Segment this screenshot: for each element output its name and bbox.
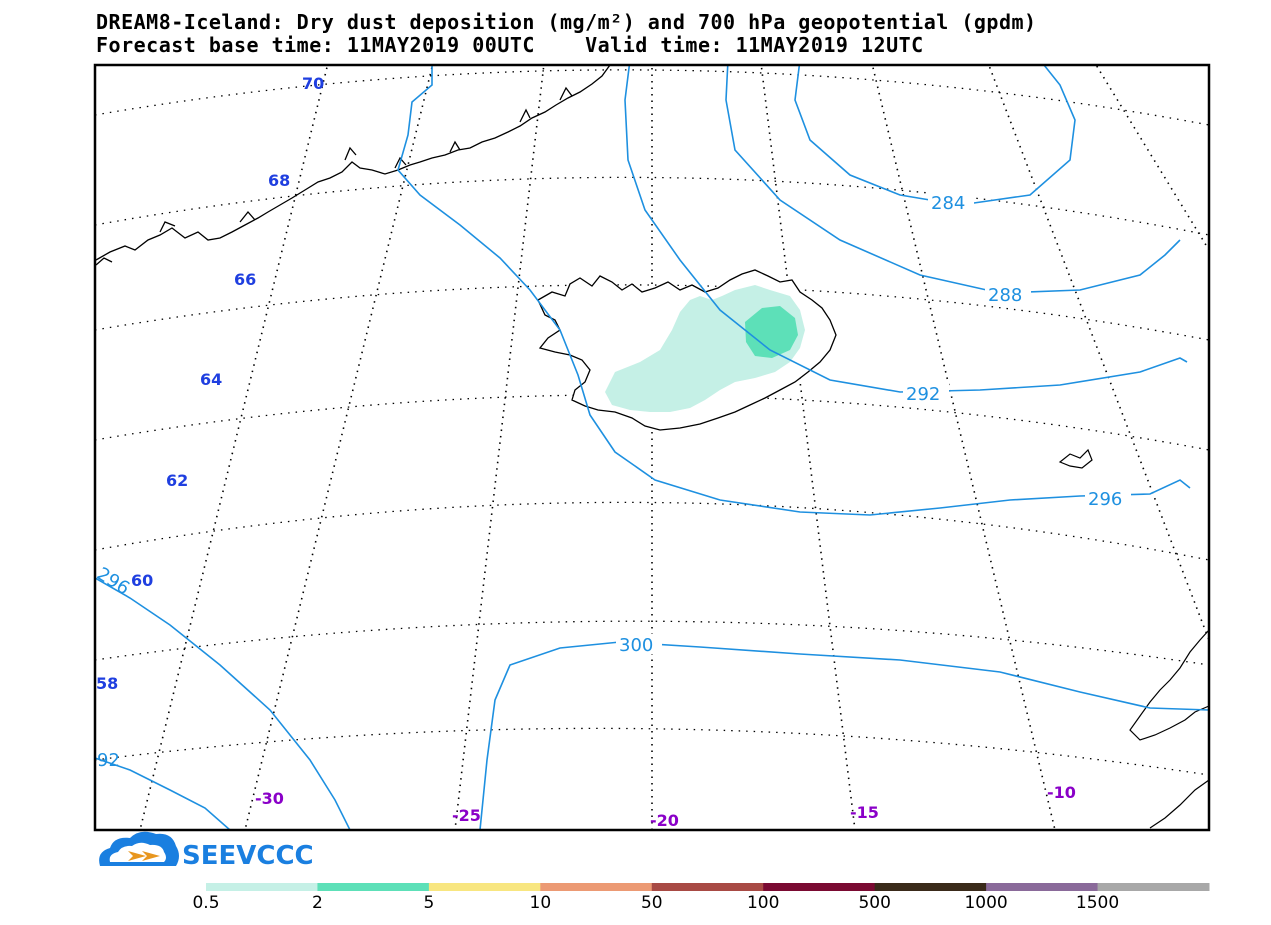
map-area: [95, 65, 1209, 830]
legend-swatch: [540, 883, 653, 891]
lon-label-minus25: -25: [452, 806, 481, 825]
longitude-labels: -30 -25 -20 -15 -10: [255, 783, 1076, 830]
legend-swatch: [317, 883, 430, 891]
lat-label-60: 60: [131, 571, 153, 590]
legend-swatch: [986, 883, 1099, 891]
longitude-gridlines: [139, 65, 1209, 830]
legend-label: 1000: [964, 893, 1007, 913]
legend-label: 50: [641, 893, 663, 913]
legend-swatch: [874, 883, 987, 891]
contour-label-296: 296: [1088, 489, 1122, 510]
map-frame: [93, 63, 1211, 832]
legend-label: 10: [530, 893, 552, 913]
lat-label-70: 70: [302, 74, 324, 93]
lat-label-66: 66: [234, 270, 256, 289]
contour-label-284: 284: [931, 193, 965, 214]
cloud-arrow-icon: [99, 831, 179, 866]
faroe-islands: [1058, 448, 1093, 469]
legend-label: 2: [312, 893, 323, 913]
legend-swatch: [1097, 883, 1210, 891]
deposition-legend: 0.5 2 5 10 50 100 500 1000 1500: [192, 883, 1210, 913]
greenland-coastline: [95, 65, 611, 266]
seevccc-logo-text: SEEVCCC: [182, 841, 314, 871]
lon-label-minus30: -30: [255, 789, 284, 808]
contour-label-288: 288: [988, 285, 1022, 306]
latitude-gridlines: [95, 69, 1209, 776]
lon-label-minus15: -15: [850, 803, 879, 822]
contour-label-bg: [928, 192, 974, 212]
map-subtitle: Forecast base time: 11MAY2019 00UTC Vali…: [96, 33, 924, 57]
contour-label-bg: [1085, 488, 1131, 508]
contour-label-300: 300: [619, 635, 653, 656]
lon-label-minus10: -10: [1047, 783, 1076, 802]
contour-label-bg: [985, 284, 1031, 304]
contour-label-292: 292: [906, 384, 940, 405]
legend-swatch: [651, 883, 764, 891]
legend-label: 1500: [1076, 893, 1119, 913]
contour-label-bg: [903, 383, 949, 403]
lat-label-68: 68: [268, 171, 290, 190]
contour-label-296-west: 296: [93, 563, 133, 599]
legend-label: 5: [423, 893, 434, 913]
legend-label: 500: [858, 893, 890, 913]
scotland-coastline: [1129, 629, 1209, 829]
lat-label-64: 64: [200, 370, 222, 389]
contour-label-bg: [616, 634, 662, 654]
contour-label-292-partial: 92: [97, 750, 120, 771]
legend-swatch: [763, 883, 876, 891]
seevccc-logo: SEEVCCC: [99, 831, 314, 871]
contour-labels: 284 288 292 296 300 296 92: [93, 192, 1131, 771]
lat-label-58: 58: [96, 674, 118, 693]
deposition-shading-mid: [745, 306, 798, 358]
lat-label-62: 62: [166, 471, 188, 490]
legend-swatch: [206, 883, 318, 891]
latitude-labels: 70 68 66 64 62 60 58: [96, 74, 324, 693]
legend-swatch: [428, 883, 541, 891]
lon-label-minus20: -20: [650, 811, 679, 830]
legend-label: 0.5: [192, 893, 219, 913]
map-title: DREAM8-Iceland: Dry dust deposition (mg/…: [96, 10, 1037, 34]
legend-label: 100: [747, 893, 779, 913]
